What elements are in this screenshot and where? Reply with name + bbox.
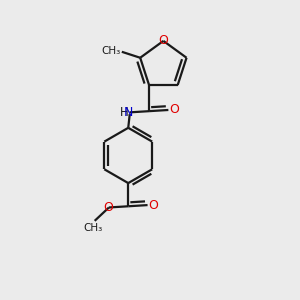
Text: O: O xyxy=(169,103,179,116)
Text: CH₃: CH₃ xyxy=(101,46,120,56)
Text: CH₃: CH₃ xyxy=(83,223,103,233)
Text: N: N xyxy=(124,106,134,118)
Text: O: O xyxy=(103,201,113,214)
Text: O: O xyxy=(148,199,158,212)
Text: H: H xyxy=(120,106,129,118)
Text: O: O xyxy=(159,34,169,46)
